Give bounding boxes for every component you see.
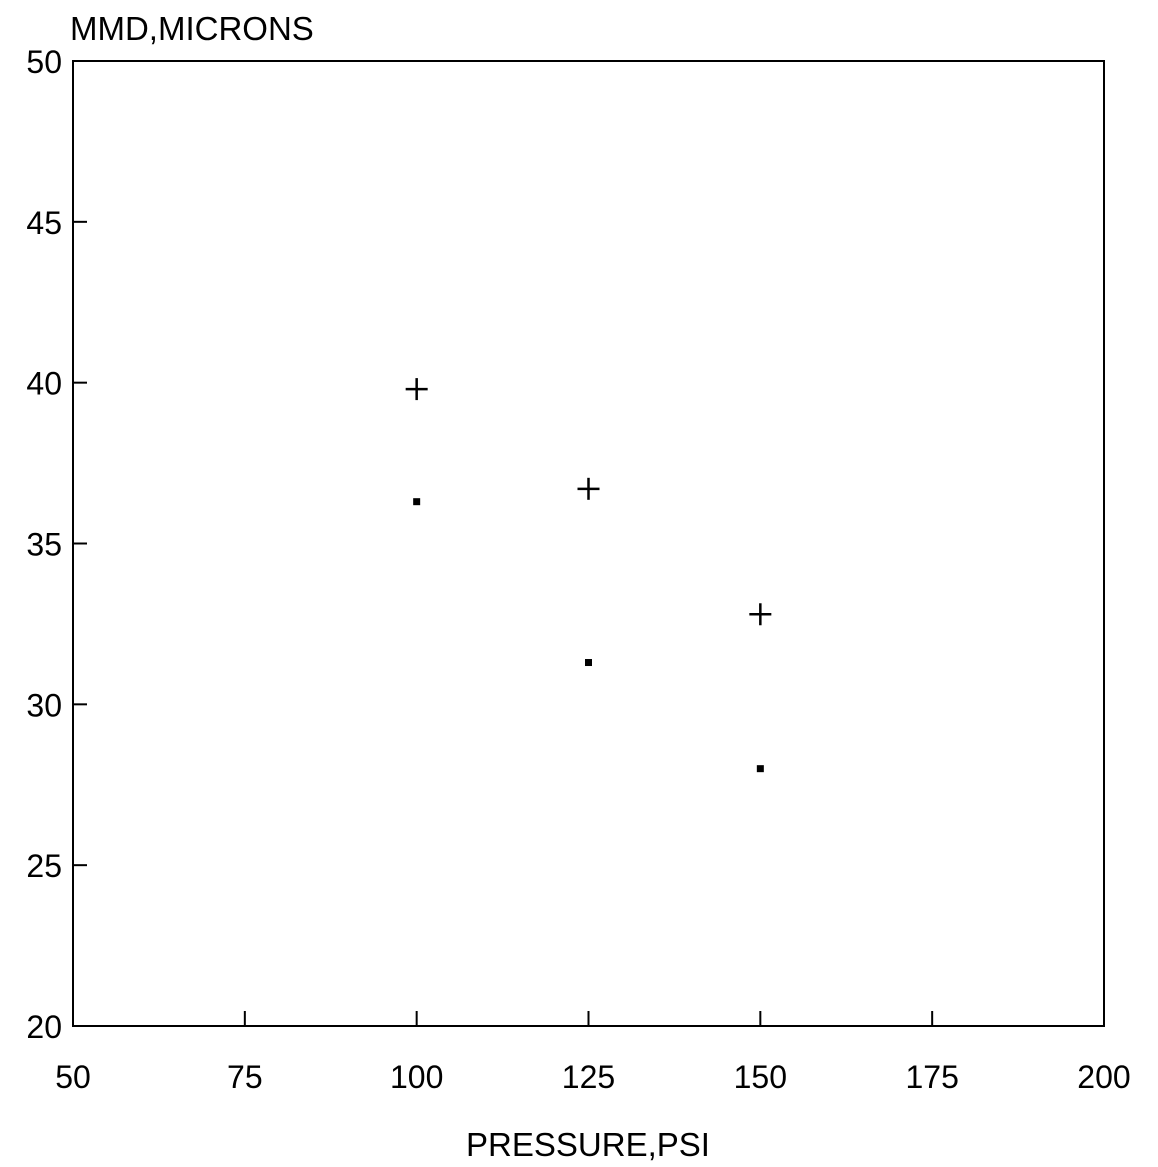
x-tick-label: 200 bbox=[1077, 1059, 1130, 1095]
y-tick-label: 40 bbox=[26, 366, 62, 402]
data-point-plus bbox=[577, 477, 600, 500]
y-tick-label: 25 bbox=[26, 848, 62, 884]
data-point-dot bbox=[413, 498, 421, 506]
data-point-dot bbox=[585, 659, 592, 667]
data-point-plus bbox=[405, 378, 428, 401]
plot-frame bbox=[72, 60, 1105, 1027]
y-tick-label: 45 bbox=[26, 205, 62, 241]
y-tick-label: 30 bbox=[26, 687, 62, 723]
x-tick-label: 175 bbox=[905, 1059, 958, 1095]
x-tick-label: 100 bbox=[390, 1059, 443, 1095]
x-tick-label: 75 bbox=[227, 1059, 263, 1095]
y-axis-label: MMD,MICRONS bbox=[70, 10, 314, 47]
y-tick-label: 20 bbox=[26, 1009, 62, 1045]
data-marks bbox=[405, 378, 772, 773]
x-tick-label: 125 bbox=[562, 1059, 615, 1095]
x-axis-ticks: 50 75 100 125 150 175 200 bbox=[55, 1011, 1131, 1095]
y-axis-ticks: 20 25 30 35 40 45 50 bbox=[26, 44, 87, 1045]
data-point-dot bbox=[756, 765, 764, 773]
x-axis-label: PRESSURE,PSI bbox=[466, 1126, 710, 1163]
y-tick-label: 50 bbox=[26, 44, 62, 80]
x-tick-label: 50 bbox=[55, 1059, 91, 1095]
y-tick-label: 35 bbox=[26, 527, 62, 563]
x-tick-label: 150 bbox=[734, 1059, 787, 1095]
data-point-plus bbox=[749, 603, 772, 626]
